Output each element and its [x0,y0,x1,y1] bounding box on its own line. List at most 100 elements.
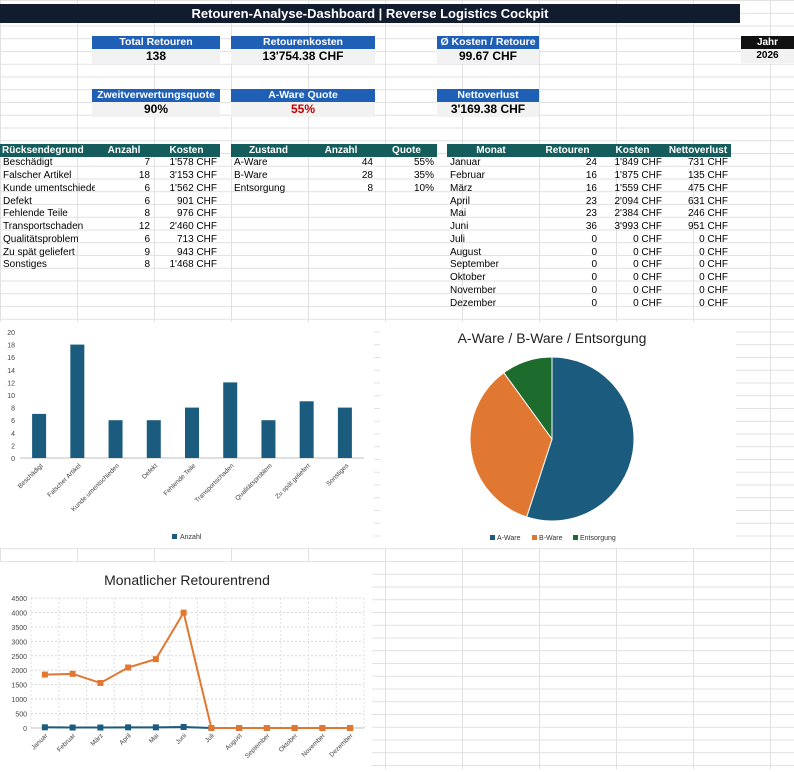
reasons-header-anzahl[interactable]: Anzahl [95,144,153,157]
table-cell[interactable]: B-Ware [234,170,268,182]
table-cell[interactable]: 1'875 CHF [614,170,663,182]
table-cell[interactable]: 36 [585,221,597,233]
table-cell[interactable]: 475 CHF [687,182,728,194]
table-cell[interactable]: Oktober [450,272,486,284]
table-cell[interactable]: 18 [138,170,150,182]
reasons-header-grund[interactable]: Rücksendegrund [0,144,95,157]
table-cell[interactable]: Januar [450,157,481,169]
table-cell[interactable]: 731 CHF [687,157,728,169]
table-cell[interactable]: Februar [450,170,486,182]
table-cell[interactable]: 6 [144,233,150,245]
table-cell[interactable]: 8 [144,259,150,271]
table-cell[interactable]: 713 CHF [176,233,217,245]
table-cell[interactable]: 135 CHF [687,170,728,182]
table-cell[interactable]: 16 [585,182,597,194]
table-cell[interactable]: 1'559 CHF [614,182,663,194]
table-cell[interactable]: 6 [144,195,150,207]
table-cell[interactable]: 2'094 CHF [614,195,663,207]
table-cell[interactable]: 1'468 CHF [169,259,218,271]
table-cell[interactable]: 0 CHF [633,233,662,245]
table-cell[interactable]: A-Ware [234,157,268,169]
table-cell[interactable]: 55% [413,157,434,169]
table-cell[interactable]: 0 CHF [699,297,728,309]
table-cell[interactable]: 7 [144,157,150,169]
table-cell[interactable]: März [450,182,473,194]
table-cell[interactable]: April [450,195,471,207]
table-cell[interactable]: Juni [450,221,469,233]
table-cell[interactable]: 0 [591,297,597,309]
table-cell[interactable]: Fehlende Teile [3,208,68,220]
table-cell[interactable]: Beschädigt [3,157,53,169]
table-cell[interactable]: 631 CHF [687,195,728,207]
table-cell[interactable]: 246 CHF [687,208,728,220]
table-cell[interactable]: 0 CHF [699,284,728,296]
table-cell[interactable]: 0 [591,259,597,271]
table-cell[interactable]: 12 [138,221,150,233]
table-cell[interactable]: September [450,259,499,271]
table-cell[interactable]: 44 [361,157,373,169]
line-chart-panel[interactable]: Monatlicher Retourentrend 0 500 1000 1500 200… [0,562,372,769]
kpi-avg-value[interactable]: 99.67 CHF [437,49,539,64]
table-cell[interactable]: 0 CHF [633,284,662,296]
table-cell[interactable]: 23 [585,208,597,220]
table-cell[interactable]: 0 CHF [633,246,662,258]
table-cell[interactable]: 0 CHF [699,233,728,245]
table-cell[interactable]: 2'460 CHF [169,221,218,233]
table-cell[interactable]: Qualitätsproblem [3,233,79,245]
table-cell[interactable]: 0 [591,233,597,245]
table-cell[interactable]: Defekt [3,195,32,207]
table-cell[interactable]: 0 [591,246,597,258]
table-cell[interactable]: Zu spät geliefert [3,246,75,258]
kpi-total-value[interactable]: 138 [92,49,220,64]
table-cell[interactable]: November [450,284,497,296]
table-cell[interactable]: Dezember [450,297,497,309]
condition-header-quote[interactable]: Quote [376,144,437,157]
monthly-header-kosten[interactable]: Kosten [600,144,665,157]
table-cell[interactable]: 0 CHF [699,259,728,271]
table-cell[interactable]: 6 [144,182,150,194]
condition-header-anzahl[interactable]: Anzahl [306,144,376,157]
table-cell[interactable]: Mai [450,208,467,220]
table-cell[interactable]: 0 CHF [633,259,662,271]
monthly-header-nettoverlust[interactable]: Nettoverlust [665,144,731,157]
table-cell[interactable]: 1'562 CHF [169,182,218,194]
table-cell[interactable]: 3'153 CHF [169,170,218,182]
reasons-header-kosten[interactable]: Kosten [153,144,220,157]
table-cell[interactable]: 24 [585,157,597,169]
table-cell[interactable]: 10% [413,182,434,194]
bar-chart-panel[interactable]: 0 2 4 6 8 10 12 14 16 18 20 Beschädigt Falscher Arti… [0,322,374,548]
year-value[interactable]: 2026 [741,49,794,63]
table-cell[interactable]: 943 CHF [176,246,217,258]
table-cell[interactable]: 2'384 CHF [614,208,663,220]
kpi-netto-value[interactable]: 3'169.38 CHF [437,102,539,117]
table-cell[interactable]: Falscher Artikel [3,170,72,182]
table-cell[interactable]: 0 [591,284,597,296]
condition-header-zustand[interactable]: Zustand [231,144,306,157]
table-cell[interactable]: Sonstiges [3,259,47,271]
table-cell[interactable]: 8 [367,182,373,194]
table-cell[interactable]: Entsorgung [234,182,286,194]
table-cell[interactable]: Kunde umentschieden [3,182,95,194]
table-cell[interactable]: 9 [144,246,150,258]
table-cell[interactable]: 3'993 CHF [614,221,663,233]
table-cell[interactable]: 8 [144,208,150,220]
table-cell[interactable]: 0 CHF [633,297,662,309]
kpi-zweit-value[interactable]: 90% [92,102,220,117]
kpi-aware-value[interactable]: 55% [231,102,375,117]
table-cell[interactable]: August [450,246,482,258]
table-cell[interactable]: 16 [585,170,597,182]
table-cell[interactable]: 0 CHF [633,272,662,284]
table-cell[interactable]: 28 [361,170,373,182]
monthly-header-retouren[interactable]: Retouren [535,144,600,157]
kpi-kosten-value[interactable]: 13'754.38 CHF [231,49,375,64]
monthly-header-monat[interactable]: Monat [447,144,535,157]
table-cell[interactable]: 901 CHF [176,195,217,207]
table-cell[interactable]: 976 CHF [176,208,217,220]
table-cell[interactable]: Transportschaden [3,221,84,233]
table-cell[interactable]: 1'578 CHF [169,157,218,169]
table-cell[interactable]: 1'849 CHF [614,157,663,169]
table-cell[interactable]: 0 CHF [699,272,728,284]
table-cell[interactable]: 951 CHF [687,221,728,233]
table-cell[interactable]: 0 [591,272,597,284]
table-cell[interactable]: 23 [585,195,597,207]
